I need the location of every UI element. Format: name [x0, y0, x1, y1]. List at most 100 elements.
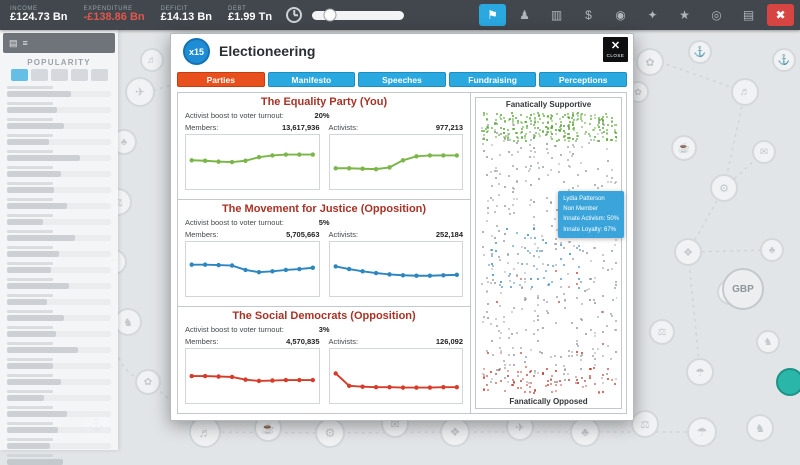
election-flag-icon[interactable]: ⚑	[479, 4, 506, 26]
voter-dot	[550, 124, 553, 127]
gbp-label: GBP	[732, 283, 754, 295]
scatter-bottom-label: Fanatically Opposed	[476, 395, 621, 408]
voter-scatter-plot[interactable]	[480, 112, 617, 394]
voter-dot	[529, 203, 532, 206]
voter-group-row[interactable]	[7, 342, 111, 353]
voter-dot	[553, 218, 556, 221]
voters-icon[interactable]: ♟	[519, 8, 530, 22]
voter-dot	[530, 349, 533, 352]
close-button[interactable]: ✕ CLOSE	[603, 37, 628, 62]
voter-dot	[593, 280, 596, 283]
sidebar-title: POPULARITY	[27, 58, 91, 67]
voter-dot	[576, 283, 579, 286]
sidebar-tab-groups[interactable]	[10, 69, 28, 81]
situations-globe-icon[interactable]: ◎	[711, 8, 722, 22]
voter-dot	[545, 269, 548, 272]
mission-node[interactable]	[776, 368, 800, 396]
turn-progress-slider[interactable]	[312, 8, 405, 22]
voter-group-row[interactable]	[7, 358, 111, 369]
briefing-case-icon[interactable]: ▤	[742, 8, 755, 22]
sidebar-tab-compare[interactable]	[70, 69, 88, 81]
voter-group-row[interactable]	[7, 262, 111, 273]
dialog-content: The Equality Party (You) Activist boost …	[177, 92, 627, 414]
voter-dot	[568, 253, 571, 256]
sidebar-header[interactable]: ▤ ≡	[3, 33, 115, 53]
voter-dot	[530, 285, 533, 288]
voter-group-row[interactable]	[7, 438, 111, 449]
voter-group-row[interactable]	[7, 246, 111, 257]
voter-group-row[interactable]	[7, 198, 111, 209]
voter-group-row[interactable]	[7, 326, 111, 337]
achievements-medal-icon[interactable]: ✦	[647, 8, 658, 22]
voter-dot	[571, 154, 574, 157]
favourites-star-icon[interactable]: ★	[679, 8, 690, 22]
currency-gbp-node[interactable]: GBP	[722, 268, 764, 310]
voter-dot	[538, 135, 541, 138]
voter-group-row[interactable]	[7, 134, 111, 145]
voter-dot	[485, 139, 488, 142]
voter-group-row[interactable]	[7, 166, 111, 177]
voter-dot	[611, 138, 614, 141]
voter-group-row[interactable]	[7, 278, 111, 289]
tab-speeches[interactable]: Speeches	[358, 72, 446, 87]
voter-dot	[538, 350, 541, 353]
voter-dot	[581, 386, 584, 389]
tab-parties[interactable]: Parties	[177, 72, 265, 87]
voter-dot	[575, 137, 578, 140]
tab-fundraising[interactable]: Fundraising	[448, 72, 537, 87]
voter-group-row[interactable]	[7, 422, 111, 433]
voter-group-row[interactable]	[7, 390, 111, 401]
voter-dot	[606, 138, 609, 141]
voter-dot	[579, 354, 582, 357]
voter-dot	[546, 142, 549, 145]
sidebar-tab-options[interactable]	[90, 69, 108, 81]
sidebar-tab-trends[interactable]	[50, 69, 68, 81]
voter-group-row[interactable]	[7, 118, 111, 129]
polls-chart-icon[interactable]: ▥	[550, 8, 563, 22]
tab-perceptions[interactable]: Perceptions	[539, 72, 627, 87]
voter-dot	[486, 156, 489, 159]
voter-dot	[580, 376, 583, 379]
voter-group-row[interactable]	[7, 102, 111, 113]
voter-dot	[601, 131, 604, 134]
voter-group-row[interactable]	[7, 454, 111, 465]
voter-dot	[525, 116, 528, 119]
voter-dot	[550, 375, 553, 378]
voter-group-row[interactable]	[7, 86, 111, 97]
voter-dot	[506, 132, 509, 135]
dialog-tabs: Parties Manifesto Speeches Fundraising Perce…	[177, 72, 627, 87]
voter-dot	[536, 249, 539, 252]
voter-group-row[interactable]	[7, 150, 111, 161]
voter-group-row[interactable]	[7, 374, 111, 385]
voter-dot	[482, 367, 485, 370]
voter-dot	[542, 277, 545, 280]
voter-group-row[interactable]	[7, 406, 111, 417]
voter-group-row[interactable]	[7, 294, 111, 305]
voter-dot	[606, 159, 609, 162]
voter-dot	[592, 347, 595, 350]
voter-group-row[interactable]	[7, 182, 111, 193]
voter-dot	[537, 255, 540, 258]
voter-group-row[interactable]	[7, 214, 111, 225]
voter-dot	[533, 127, 536, 130]
voter-dot	[498, 229, 501, 232]
clock-icon[interactable]	[286, 7, 303, 23]
voter-dot	[549, 378, 552, 381]
voter-dot	[546, 209, 549, 212]
tab-manifesto[interactable]: Manifesto	[267, 72, 356, 87]
members-label: Members:	[185, 123, 219, 132]
voter-dot	[602, 355, 605, 358]
voter-dot	[551, 157, 554, 160]
voter-group-row[interactable]	[7, 230, 111, 241]
voter-dot	[546, 174, 549, 177]
policy-node: ♬	[731, 78, 759, 106]
voter-group-row[interactable]	[7, 310, 111, 321]
voter-dot	[589, 367, 592, 370]
voter-dot	[588, 132, 591, 135]
policies-pin-icon[interactable]: ◉	[615, 8, 626, 22]
quit-power-icon[interactable]: ✖	[767, 4, 794, 26]
slider-knob[interactable]	[323, 8, 337, 22]
voter-dot	[588, 142, 591, 145]
finance-dollar-icon[interactable]: $	[585, 8, 592, 22]
sidebar-tab-chart[interactable]	[30, 69, 48, 81]
